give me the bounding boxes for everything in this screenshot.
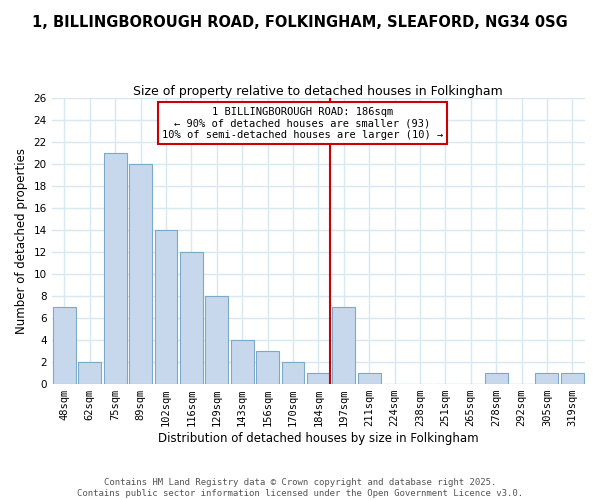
- Bar: [358, 373, 380, 384]
- X-axis label: Distribution of detached houses by size in Folkingham: Distribution of detached houses by size …: [158, 432, 479, 445]
- Bar: [129, 164, 152, 384]
- Text: Contains HM Land Registry data © Crown copyright and database right 2025.
Contai: Contains HM Land Registry data © Crown c…: [77, 478, 523, 498]
- Bar: [535, 373, 559, 384]
- Text: 1, BILLINGBOROUGH ROAD, FOLKINGHAM, SLEAFORD, NG34 0SG: 1, BILLINGBOROUGH ROAD, FOLKINGHAM, SLEA…: [32, 15, 568, 30]
- Text: 1 BILLINGBOROUGH ROAD: 186sqm
← 90% of detached houses are smaller (93)
10% of s: 1 BILLINGBOROUGH ROAD: 186sqm ← 90% of d…: [162, 106, 443, 140]
- Bar: [155, 230, 178, 384]
- Bar: [104, 153, 127, 384]
- Bar: [332, 307, 355, 384]
- Bar: [485, 373, 508, 384]
- Bar: [256, 351, 279, 384]
- Bar: [53, 307, 76, 384]
- Bar: [79, 362, 101, 384]
- Y-axis label: Number of detached properties: Number of detached properties: [15, 148, 28, 334]
- Bar: [307, 373, 330, 384]
- Title: Size of property relative to detached houses in Folkingham: Size of property relative to detached ho…: [133, 85, 503, 98]
- Bar: [561, 373, 584, 384]
- Bar: [231, 340, 254, 384]
- Bar: [205, 296, 228, 384]
- Bar: [180, 252, 203, 384]
- Bar: [281, 362, 304, 384]
